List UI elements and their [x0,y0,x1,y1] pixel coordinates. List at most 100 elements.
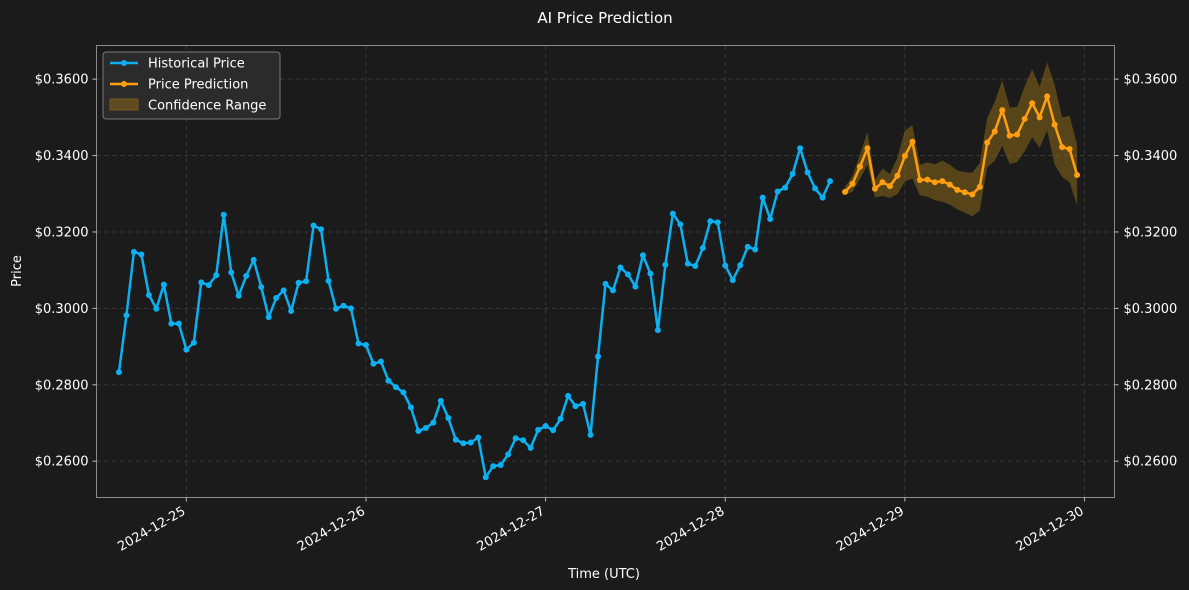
historical-price-point [183,346,190,353]
historical-price-point [482,474,489,481]
historical-price-point [318,226,325,233]
historical-price-point [400,389,407,396]
price-prediction-point [924,176,931,183]
historical-price-point [759,194,766,201]
confidence-band-group [845,62,1078,217]
historical-price-point [722,262,729,269]
price-prediction-point [946,181,953,188]
historical-price-point [437,397,444,404]
price-prediction-point [842,188,849,195]
historical-price-point [692,262,699,269]
y-axis-left: $0.2600 $0.2800 $0.3000 $0.3200 $0.3400 $0.36… [35,73,97,470]
historical-price-point [430,419,437,426]
historical-price-point [452,436,459,443]
price-prediction-point [871,185,878,192]
y-tick-label-right: $0.2600 [1124,455,1178,470]
historical-price-point [130,248,137,255]
price-prediction-point [954,186,961,193]
historical-price-point [774,188,781,195]
historical-price-point [422,424,429,431]
y-axis-right: $0.2600 $0.2800 $0.3000 $0.3200 $0.3400 $0.36… [1114,73,1178,470]
historical-price-point [265,314,272,321]
historical-price-point [602,280,609,287]
historical-price-point [415,428,422,435]
historical-price-point [310,222,317,229]
historical-price-point [527,444,534,451]
historical-series-group [115,145,834,481]
y-tick-label-right: $0.3400 [1124,149,1178,164]
historical-price-point [205,282,212,289]
price-prediction-point [857,163,863,170]
legend-confidence-swatch [109,98,139,111]
historical-price-point [744,243,751,250]
historical-price-point [160,281,167,288]
historical-price-point [243,272,250,279]
historical-price-point [407,404,414,411]
historical-price-point [550,427,557,434]
legend-historical-label: Historical Price [148,57,245,72]
historical-price-point [565,392,572,399]
confidence-band [845,62,1078,217]
y-tick-label-left: $0.3200 [35,225,89,240]
historical-price-point [512,435,519,442]
historical-price-point [520,437,527,444]
price-prediction-point [1074,172,1081,179]
historical-price-point [647,270,654,277]
historical-price-point [505,451,512,458]
price-prediction-point [1029,100,1036,107]
historical-price-point [175,320,182,327]
legend-prediction-marker [121,81,127,87]
price-prediction-point [864,145,871,152]
historical-price-point [669,210,676,217]
x-axis-label: Time (UTC) [567,567,640,582]
historical-price-point [295,279,302,286]
historical-price-point [145,291,152,298]
price-prediction-point [976,183,983,190]
price-prediction-point [931,179,938,186]
historical-price-point [752,246,759,253]
historical-price-point [707,218,714,225]
historical-price-point [587,431,594,438]
historical-price-point [385,377,392,384]
y-tick-label-right: $0.3000 [1124,302,1178,317]
historical-price-point [714,219,721,226]
historical-price-point [542,423,549,430]
legend-box [102,51,281,120]
y-tick-label-left: $0.3600 [35,73,89,88]
historical-price-point [340,302,347,309]
historical-price-point [445,415,452,422]
historical-price-point [632,283,639,290]
price-prediction-point [879,179,886,186]
historical-price-point [617,264,624,271]
historical-price-point [737,262,744,269]
price-prediction-point [1006,132,1013,139]
historical-price-point [370,360,377,367]
historical-price-point [213,272,220,279]
historical-price-point [535,426,542,433]
price-prediction-point [1036,114,1043,121]
y-tick-label-left: $0.2800 [35,378,89,393]
historical-price-point [392,384,399,391]
historical-price-point [460,440,467,447]
historical-price-point [280,287,287,294]
historical-price-point [797,145,804,152]
prediction-series-group [842,93,1081,198]
chart-title: AI Price Prediction [537,9,672,27]
historical-price-point [572,403,579,410]
legend-historical-marker [121,60,127,66]
y-tick-label-left: $0.3400 [35,149,89,164]
historical-price-point [228,269,235,276]
historical-price-point [138,251,145,258]
price-prediction-point [894,172,901,179]
price-prediction-point [961,189,968,196]
y-tick-label-right: $0.3200 [1124,225,1178,240]
plot-frame [96,45,1115,498]
historical-price-point [235,292,242,299]
price-prediction-point [901,152,908,159]
price-prediction-point [969,191,976,198]
historical-price-point [684,260,691,267]
price-prediction-point [939,178,946,185]
historical-price-point [782,184,789,191]
historical-price-point [115,369,122,376]
